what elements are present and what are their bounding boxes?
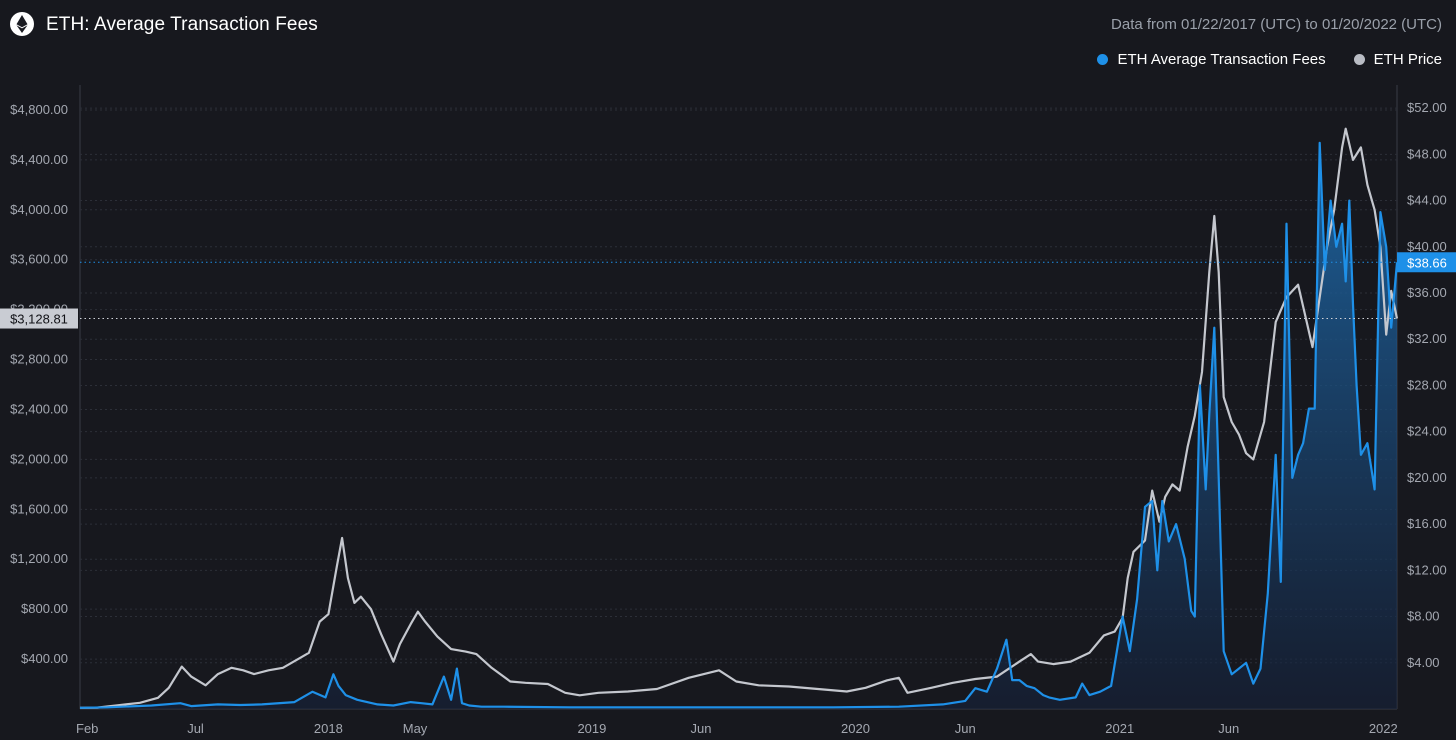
x-tick-label: Jun xyxy=(955,721,976,736)
right-tick-label: $36.00 xyxy=(1407,285,1447,300)
right-tick-label: $28.00 xyxy=(1407,377,1447,392)
left-tick-label: $4,400.00 xyxy=(10,152,68,167)
x-tick-label: 2019 xyxy=(577,721,606,736)
right-tick-label: $32.00 xyxy=(1407,331,1447,346)
series-line-eth-price xyxy=(79,127,1399,709)
legend-label-price: ETH Price xyxy=(1373,51,1442,68)
left-tick-label: $2,400.00 xyxy=(10,401,68,416)
legend-item-fees[interactable]: ETH Average Transaction Fees xyxy=(1097,51,1326,68)
left-tick-label: $2,800.00 xyxy=(10,352,68,367)
right-tick-label: $4.00 xyxy=(1407,655,1440,670)
right-tick-label: $40.00 xyxy=(1407,239,1447,254)
chart-title: ETH: Average Transaction Fees xyxy=(46,14,318,35)
chart-legend: ETH Average Transaction Fees ETH Price xyxy=(1097,51,1442,68)
left-tick-label: $400.00 xyxy=(21,651,68,666)
legend-dot-price xyxy=(1353,54,1365,65)
left-tick-label: $800.00 xyxy=(21,601,68,616)
left-tick-label: $3,600.00 xyxy=(10,252,68,267)
right-tick-label: $20.00 xyxy=(1407,470,1447,485)
right-tick-label: $52.00 xyxy=(1407,100,1447,115)
x-tick-label: Feb xyxy=(76,721,98,736)
legend-item-price[interactable]: ETH Price xyxy=(1353,51,1442,68)
series-line-eth-fees xyxy=(79,141,1399,709)
current-fee-label: $38.66 xyxy=(1407,255,1447,270)
left-tick-label: $1,200.00 xyxy=(10,551,68,566)
x-tick-label: 2021 xyxy=(1105,721,1134,736)
x-tick-label: Jun xyxy=(1218,721,1239,736)
current-price-label: $3,128.81 xyxy=(10,312,68,327)
right-tick-label: $44.00 xyxy=(1407,193,1447,208)
right-tick-label: $12.00 xyxy=(1407,562,1447,577)
current-fee-badge xyxy=(1397,252,1456,273)
x-tick-label: 2018 xyxy=(314,721,343,736)
x-tick-label: 2022 xyxy=(1369,721,1398,736)
right-tick-label: $48.00 xyxy=(1407,146,1447,161)
left-tick-label: $4,000.00 xyxy=(10,202,68,217)
x-tick-label: Jul xyxy=(187,721,204,736)
fees-area-fill xyxy=(80,142,1397,710)
right-tick-label: $8.00 xyxy=(1407,609,1440,624)
ethereum-icon xyxy=(10,12,34,36)
current-price-badge xyxy=(0,308,78,329)
x-tick-label: May xyxy=(403,721,428,736)
left-tick-label: $1,600.00 xyxy=(10,501,68,516)
left-tick-label: $4,800.00 xyxy=(10,102,68,117)
right-tick-label: $16.00 xyxy=(1407,516,1447,531)
date-range-label: Data from 01/22/2017 (UTC) to 01/20/2022… xyxy=(1111,16,1442,33)
left-tick-label: $2,000.00 xyxy=(10,451,68,466)
legend-dot-fees xyxy=(1097,54,1109,65)
x-tick-label: 2020 xyxy=(841,721,870,736)
chart-header: ETH: Average Transaction Fees Data from … xyxy=(0,0,1456,68)
x-tick-label: Jun xyxy=(690,721,711,736)
right-tick-label: $24.00 xyxy=(1407,424,1447,439)
legend-label-fees: ETH Average Transaction Fees xyxy=(1117,51,1326,68)
